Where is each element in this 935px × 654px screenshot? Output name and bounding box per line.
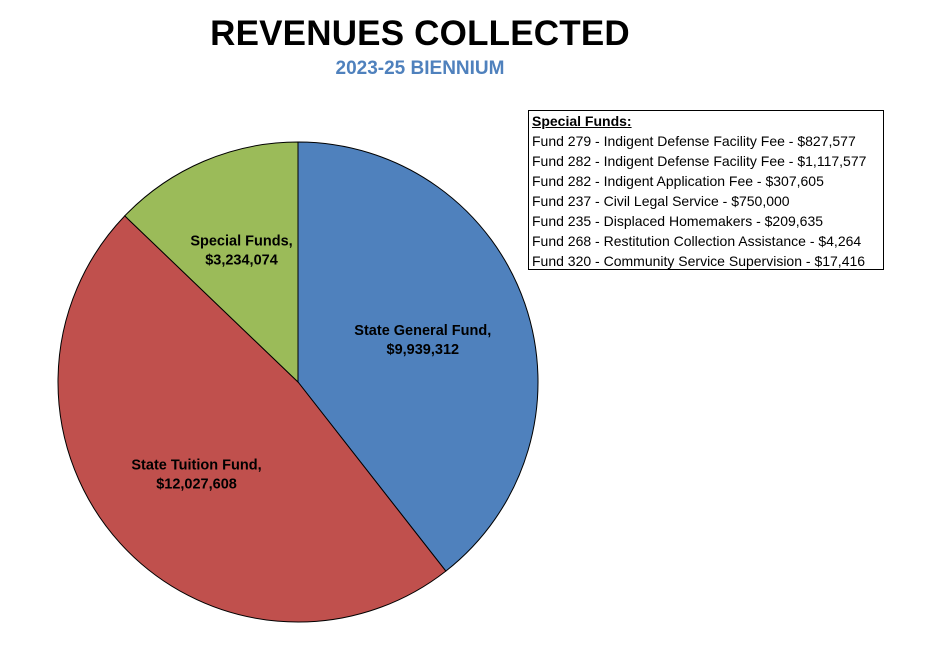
slice-label: State General Fund, — [354, 323, 491, 339]
chart-title: REVENUES COLLECTED — [210, 14, 630, 53]
special-funds-legend: Special Funds: Fund 279 - Indigent Defen… — [528, 110, 884, 270]
chart-subtitle: 2023-25 BIENNIUM — [335, 58, 505, 79]
legend-item: Fund 268 - Restitution Collection Assist… — [532, 233, 862, 249]
pie-slice — [124, 141, 299, 384]
slice-label: State Tuition Fund, — [131, 458, 261, 474]
pie-labels: State General Fund, $9,939,312 State Tuiti… — [131, 234, 491, 493]
legend-item: Fund 235 - Displaced Homemakers - $209,6… — [532, 213, 824, 229]
legend-item: Fund 282 - Indigent Application Fee - $3… — [532, 173, 824, 189]
slice-label: Special Funds, — [190, 234, 292, 250]
legend-heading: Special Funds: — [532, 113, 632, 129]
slice-value-label: $9,939,312 — [387, 342, 460, 358]
legend-item: Fund 237 - Civil Legal Service - $750,00… — [532, 193, 790, 209]
pie-slice — [57, 215, 447, 623]
slice-value-label: $12,027,608 — [156, 477, 237, 493]
pie-slices — [57, 141, 539, 623]
slice-value-label: $3,234,074 — [205, 253, 278, 269]
legend-item: Fund 279 - Indigent Defense Facility Fee… — [532, 133, 856, 149]
pie-slice — [297, 141, 539, 572]
legend-item: Fund 282 - Indigent Defense Facility Fee… — [532, 153, 867, 169]
legend-item: Fund 320 - Community Service Supervision… — [532, 253, 866, 269]
